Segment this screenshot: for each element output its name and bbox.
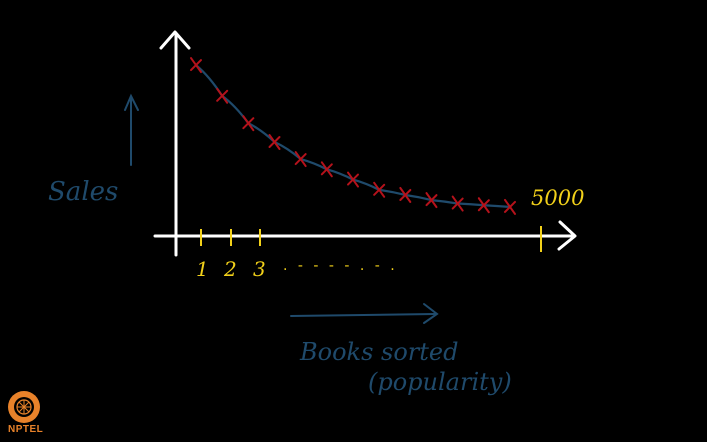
data-marker [347,171,359,188]
data-marker [216,87,229,104]
x-end-label: 5000 [531,186,584,210]
logo-text: NPTEL [8,424,44,435]
sales-curve [194,63,512,209]
y-axis-label: Sales [48,177,118,207]
tick-dots: . - - - - . - . [283,258,398,274]
data-marker [268,134,281,150]
tick-label-2: 2 [223,257,237,281]
tick-label-3: 3 [253,257,266,281]
data-marker [399,186,412,203]
x-axis-label-line1: Books sorted [299,338,458,366]
y-axis-arrowhead [159,30,191,50]
data-marker [242,115,255,132]
sales-arrow-head [124,93,139,111]
data-marker [477,197,490,214]
x-axis-label-line2: (popularity) [368,368,512,396]
books-arrow-head [423,303,439,324]
data-marker [451,195,464,212]
tick-label-1: 1 [196,257,209,281]
data-markers [190,57,516,215]
data-marker [190,57,202,74]
data-marker [373,181,386,198]
data-marker [425,192,438,209]
x-axis-arrowhead [557,220,577,251]
data-marker [320,161,333,178]
books-arrow-shaft [290,313,436,317]
nptel-logo-icon [8,391,40,423]
data-marker [294,151,307,168]
data-marker [504,198,516,215]
